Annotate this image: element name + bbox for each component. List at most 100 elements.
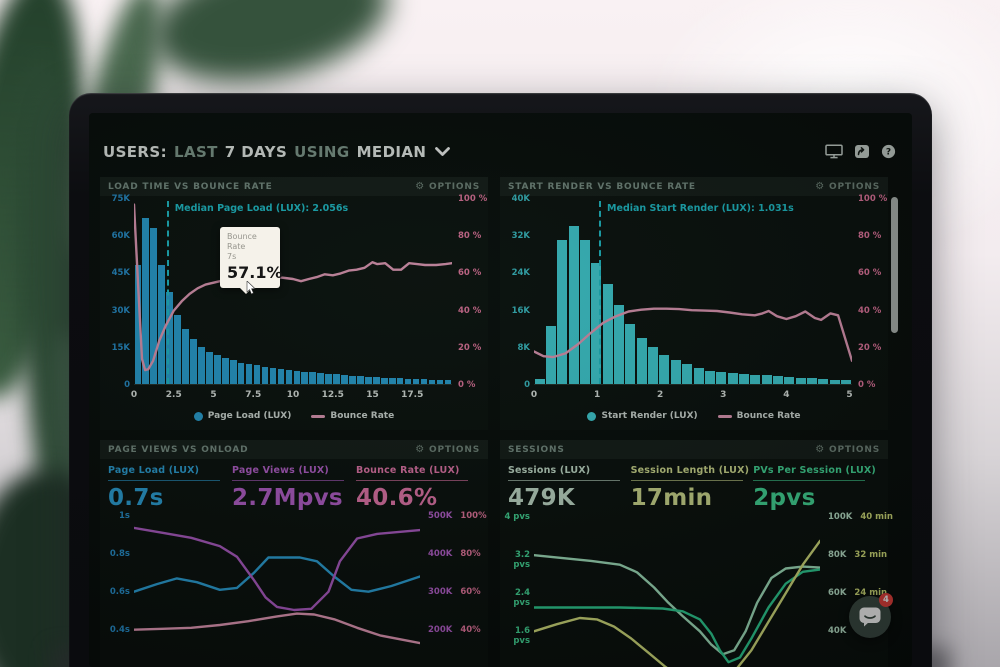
page-title[interactable]: USERS: LAST 7 DAYS USING MEDIAN — [103, 143, 451, 161]
histogram-bar[interactable] — [214, 355, 221, 384]
histogram-bar[interactable] — [221, 357, 229, 384]
histogram-bar[interactable] — [198, 346, 205, 384]
histogram-bar[interactable] — [591, 263, 602, 384]
histogram-bar[interactable] — [182, 329, 189, 384]
title-segment: LAST — [173, 143, 218, 161]
histogram-bar[interactable] — [245, 364, 253, 384]
x-axis-tick: 3 — [720, 390, 727, 400]
histogram-bar[interactable] — [309, 372, 317, 384]
histogram-bar[interactable] — [317, 373, 324, 384]
histogram-bar[interactable] — [648, 346, 659, 384]
histogram-bar[interactable] — [380, 377, 388, 384]
right-tick-primary: 200K — [428, 624, 453, 635]
histogram-bar[interactable] — [142, 217, 150, 384]
chevron-down-icon[interactable] — [435, 147, 451, 157]
histogram-bar[interactable] — [761, 375, 772, 384]
series-line-bounce-rate-lux- — [134, 612, 420, 645]
histogram-bar[interactable] — [670, 359, 681, 384]
histogram-bar[interactable] — [444, 380, 452, 384]
histogram-bar[interactable] — [636, 337, 647, 384]
histogram-bar[interactable] — [436, 380, 444, 384]
histogram-bar[interactable] — [807, 377, 818, 384]
display-icon[interactable] — [825, 144, 843, 159]
histogram-bar[interactable] — [174, 314, 181, 384]
histogram-bar[interactable] — [412, 379, 420, 384]
median-annotation: Median Page Load (LUX): 2.056s — [174, 203, 349, 214]
options-button[interactable]: ⚙ OPTIONS — [415, 180, 480, 192]
histogram-bar[interactable] — [277, 369, 285, 384]
histogram-bar[interactable] — [261, 366, 269, 384]
options-button[interactable]: ⚙ OPTIONS — [415, 443, 480, 455]
legend-item[interactable]: Bounce Rate — [311, 411, 394, 421]
histogram-bar[interactable] — [134, 264, 142, 384]
histogram-bar[interactable] — [341, 374, 348, 384]
histogram-bar[interactable] — [682, 364, 693, 384]
scrollbar[interactable] — [891, 197, 898, 333]
histogram-bar[interactable] — [404, 378, 412, 384]
legend-item[interactable]: Start Render (LUX) — [587, 411, 698, 421]
legend-item[interactable]: Bounce Rate — [717, 411, 801, 421]
histogram-bar[interactable] — [727, 372, 738, 384]
metric-value: 0.7s — [108, 485, 164, 511]
histogram-bar[interactable] — [373, 377, 380, 384]
histogram-bar[interactable] — [293, 371, 301, 384]
histogram-bar[interactable] — [150, 227, 158, 384]
histogram-bar[interactable] — [269, 367, 277, 384]
histogram-bar[interactable] — [545, 325, 556, 384]
histogram-bar[interactable] — [625, 323, 636, 384]
histogram-bar[interactable] — [716, 371, 727, 384]
histogram-bar[interactable] — [659, 354, 670, 384]
histogram-bar[interactable] — [738, 373, 749, 384]
chart-legend: Start Render (LUX) Bounce Rate — [500, 411, 888, 421]
histogram-bar[interactable] — [253, 365, 261, 384]
histogram-bar[interactable] — [693, 368, 704, 384]
histogram-bar[interactable] — [237, 362, 245, 384]
histogram-bar[interactable] — [602, 284, 613, 384]
histogram-bar[interactable] — [349, 375, 356, 384]
y-axis-left-tick: 0.4s — [109, 624, 130, 635]
histogram-bar[interactable] — [568, 225, 579, 384]
histogram-bar[interactable] — [818, 378, 829, 384]
bounce-rate-line-path — [134, 203, 452, 372]
histogram-bar[interactable] — [158, 264, 165, 384]
histogram-bar[interactable] — [614, 304, 625, 384]
options-button[interactable]: ⚙ OPTIONS — [815, 180, 880, 192]
gear-icon: ⚙ — [815, 180, 825, 192]
histogram-bar[interactable] — [388, 377, 396, 384]
histogram-bar[interactable] — [166, 292, 173, 384]
histogram-bar[interactable] — [333, 374, 340, 384]
help-icon[interactable]: ? — [881, 144, 896, 159]
y-axis-left-tick: 8K — [517, 342, 530, 353]
histogram-bar[interactable] — [784, 376, 795, 384]
right-tick-secondary: 80% — [460, 548, 481, 559]
y-axis-right-tick: 80K 32 min — [828, 550, 887, 560]
histogram-bar[interactable] — [301, 371, 309, 384]
histogram-bar[interactable] — [206, 351, 213, 384]
y-axis-right-tick: 200K 40% — [428, 625, 481, 635]
histogram-bar[interactable] — [190, 339, 197, 384]
legend-item[interactable]: Page Load (LUX) — [193, 411, 291, 421]
chat-launcher-button[interactable]: 4 — [849, 593, 893, 638]
histogram-bar[interactable] — [704, 370, 715, 384]
histogram-bar[interactable] — [365, 376, 372, 384]
histogram-bar[interactable] — [841, 380, 852, 384]
histogram-bar[interactable] — [557, 239, 568, 384]
histogram-bar[interactable] — [285, 370, 293, 384]
histogram-bar[interactable] — [579, 239, 590, 384]
histogram-bar[interactable] — [750, 374, 761, 384]
histogram-bar[interactable] — [420, 379, 428, 384]
tooltip-label: Bounce Rate — [227, 232, 257, 251]
histogram-bar[interactable] — [325, 373, 332, 384]
histogram-bar[interactable] — [357, 376, 364, 384]
share-icon[interactable] — [854, 144, 870, 159]
histogram-bar[interactable] — [428, 379, 436, 384]
right-tick-secondary: 40% — [460, 624, 481, 635]
histogram-bar[interactable] — [396, 378, 404, 384]
histogram-bar[interactable] — [773, 376, 784, 384]
histogram-bar[interactable] — [229, 360, 237, 384]
histogram-plot: Bounce Rate 7s 57.1% Median Page Load (L… — [134, 199, 452, 385]
options-button[interactable]: ⚙ OPTIONS — [815, 443, 880, 455]
histogram-bar[interactable] — [534, 379, 545, 384]
histogram-bar[interactable] — [829, 379, 840, 384]
histogram-bar[interactable] — [795, 377, 806, 384]
